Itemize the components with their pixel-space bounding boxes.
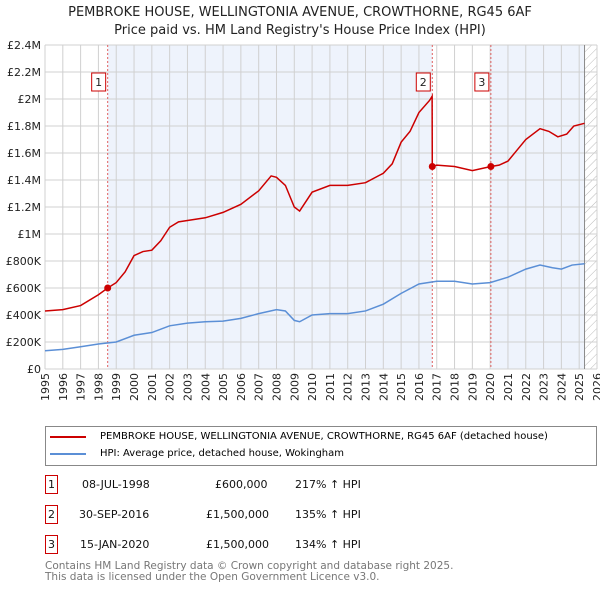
x-tick-label: 2004: [199, 373, 212, 401]
sale-label-box: [91, 72, 107, 92]
x-tick-label: 2024: [555, 373, 568, 401]
x-tick-label: 2010: [306, 373, 319, 401]
sale-point: [487, 163, 495, 170]
sale-label: 1: [95, 76, 102, 89]
x-tick-label: 1999: [110, 373, 123, 401]
y-tick-label: £800K: [6, 255, 42, 268]
marker-badge: 1: [45, 475, 58, 494]
x-tick-label: 2026: [591, 373, 600, 401]
x-tick-label: 2007: [253, 373, 266, 401]
chart-title: PEMBROKE HOUSE, WELLINGTONIA AVENUE, CRO…: [68, 5, 532, 20]
x-tick-label: 2021: [502, 373, 515, 401]
sale-point: [428, 163, 436, 170]
x-tick-label: 2008: [270, 373, 283, 401]
x-tick-label: 2014: [377, 373, 390, 401]
legend: PEMBROKE HOUSE, WELLINGTONIA AVENUE, CRO…: [45, 426, 597, 466]
y-tick-label: £600K: [6, 282, 42, 295]
y-tick-label: £2.4M: [7, 39, 41, 52]
x-tick-label: 2016: [413, 373, 426, 401]
x-tick-label: 1998: [92, 373, 105, 401]
x-tick-label: 1997: [75, 373, 88, 401]
transaction-hpi: 134% ↑ HPI: [295, 538, 361, 551]
y-tick-label: £0: [27, 363, 41, 376]
marker-badge: 2: [45, 505, 58, 524]
y-tick-label: £1.4M: [7, 174, 41, 187]
sale-label-box: [474, 72, 490, 92]
x-tick-label: 2020: [484, 373, 497, 401]
series-line: [44, 262, 585, 352]
x-tick-label: 2002: [164, 373, 177, 401]
x-tick-label: 2022: [520, 373, 533, 401]
transaction-hpi: 135% ↑ HPI: [295, 508, 361, 521]
x-tick-label: 2005: [217, 373, 230, 401]
legend-blue-label: HPI: Average price, detached house, Woki…: [100, 448, 344, 459]
sale-label-box: [415, 72, 431, 92]
x-tick-label: 2012: [342, 373, 355, 401]
transaction-price: £600,000: [215, 478, 268, 491]
legend-blue-swatch: [50, 452, 86, 455]
transaction-date: 30-SEP-2016: [79, 508, 150, 521]
transaction-date: 08-JUL-1998: [82, 478, 150, 491]
x-tick-label: 2023: [538, 373, 551, 401]
y-tick-label: £200K: [6, 336, 42, 349]
x-tick-label: 2006: [235, 373, 248, 401]
x-tick-label: 1996: [57, 373, 70, 401]
x-tick-label: 2025: [573, 373, 586, 401]
footer-line2: This data is licensed under the Open Gov…: [45, 571, 380, 583]
chart-plot: 1995 1996 1997 1998 1999 2000 2001 2002 2003 2004…: [6, 39, 600, 401]
transaction-price: £1,500,000: [206, 508, 269, 521]
y-tick-label: £1.6M: [7, 147, 41, 160]
x-tick-label: 2000: [128, 373, 141, 401]
footer: Contains HM Land Registry data © Crown c…: [45, 561, 453, 583]
x-tick-label: 2019: [466, 373, 479, 401]
transaction-date: 15-JAN-2020: [80, 538, 150, 551]
y-tick-label: £1.2M: [7, 201, 41, 214]
marker-badge: 3: [45, 535, 58, 554]
sale-label: 2: [420, 76, 427, 89]
y-tick-label: £1M: [18, 228, 42, 241]
sale-point: [104, 284, 112, 292]
y-tick-label: £2M: [18, 93, 42, 106]
x-tick-label: 2015: [395, 373, 408, 401]
x-tick-label: 1995: [39, 373, 52, 401]
y-tick-label: £2.2M: [7, 66, 41, 79]
legend-red-swatch: [50, 435, 86, 438]
x-tick-label: 2009: [288, 373, 301, 401]
transaction-price: £1,500,000: [206, 538, 269, 551]
legend-red-label: PEMBROKE HOUSE, WELLINGTONIA AVENUE, CRO…: [100, 431, 548, 442]
sale-label: 3: [478, 76, 485, 89]
x-tick-label: 2018: [449, 373, 462, 401]
footer-line1: Contains HM Land Registry data © Crown c…: [45, 560, 454, 572]
x-tick-label: 2013: [360, 373, 373, 401]
chart-subtitle: Price paid vs. HM Land Registry's House …: [114, 23, 486, 38]
x-tick-label: 2011: [324, 373, 337, 401]
x-tick-label: 2003: [181, 373, 194, 401]
x-tick-label: 2001: [146, 373, 159, 401]
y-tick-label: £400K: [6, 309, 42, 322]
transaction-hpi: 217% ↑ HPI: [295, 478, 361, 491]
y-tick-label: £1.8M: [7, 120, 41, 133]
series-line: [44, 93, 585, 312]
x-tick-label: 2017: [431, 373, 444, 401]
